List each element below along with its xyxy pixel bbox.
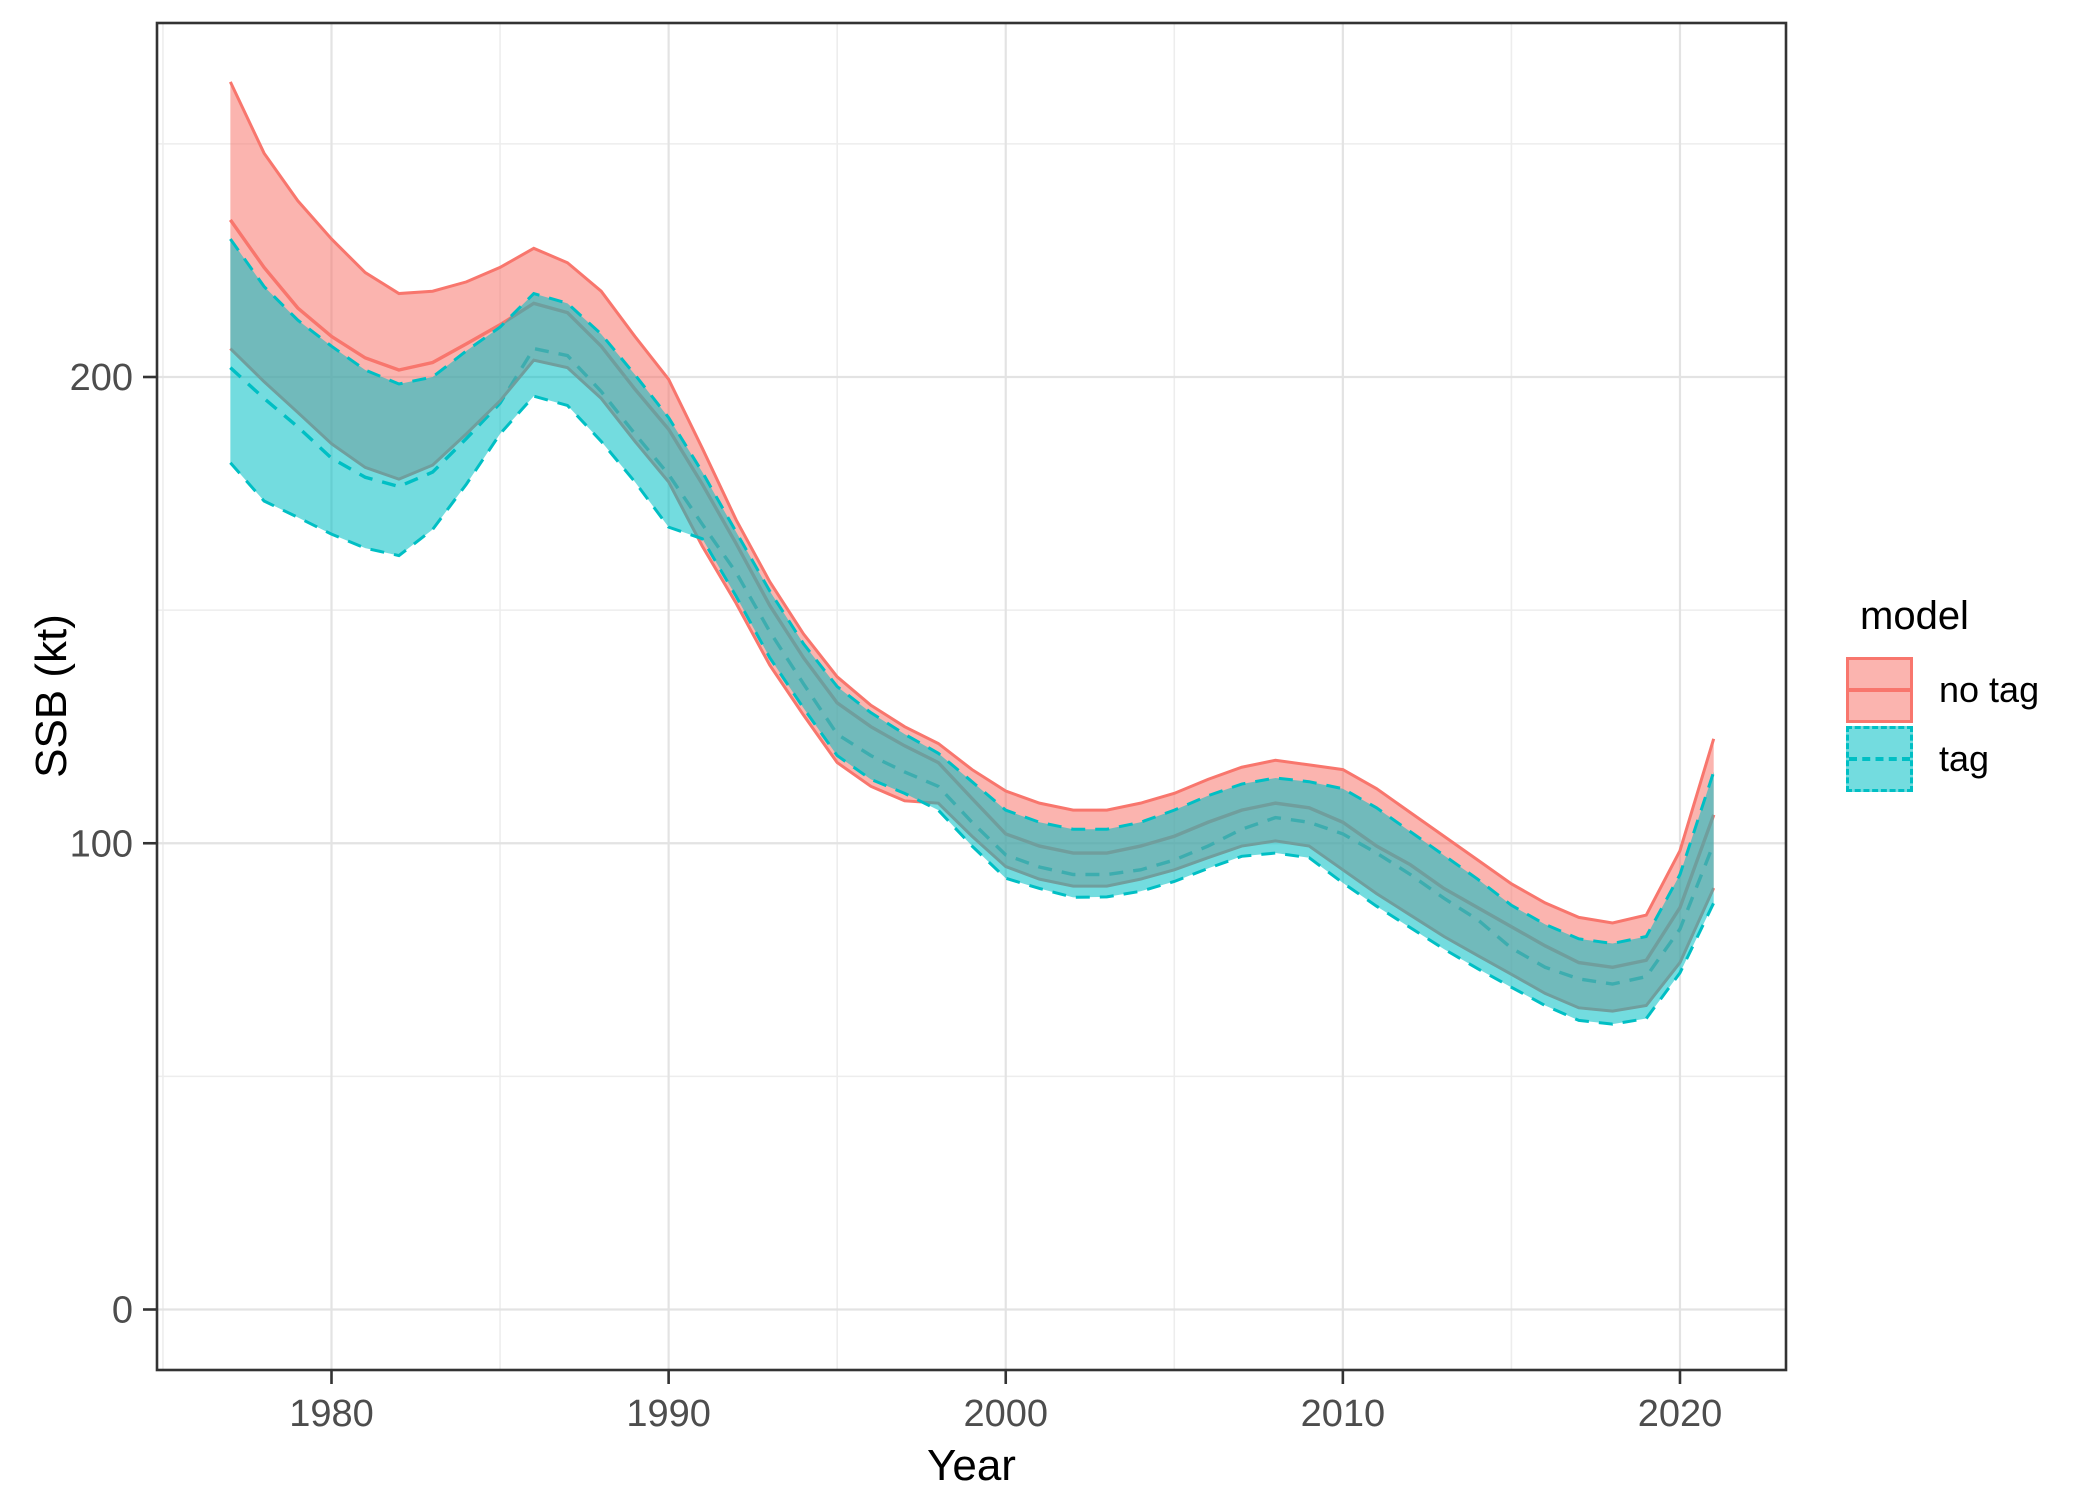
line-lower-tag [229, 394, 1716, 1026]
legend: model no tag tag [1846, 594, 2039, 795]
legend-keyline-dashed-icon [1849, 757, 1910, 761]
legend-item-tag: tag [1846, 726, 2039, 792]
legend-label-tag: tag [1939, 738, 1990, 779]
y-tick-label: 200 [70, 357, 133, 399]
x-tick-label: 2010 [1301, 1393, 1386, 1435]
panel-border [155, 21, 1788, 1372]
x-tick-label: 2020 [1638, 1393, 1723, 1435]
x-tick-label: 2000 [963, 1393, 1048, 1435]
legend-key-no-tag [1846, 657, 1913, 723]
x-tick-label: 1990 [626, 1393, 711, 1435]
panel-background [157, 23, 1786, 1370]
y-tick-label: 100 [70, 823, 133, 865]
legend-label-no-tag: no tag [1939, 669, 2040, 710]
legend-keyline-solid-icon [1849, 688, 1910, 692]
ribbon-no-tag [230, 81, 1714, 1012]
x-tick-label: 1980 [289, 1393, 374, 1435]
y-axis-title: SSB (kt) [27, 614, 76, 778]
y-tick-label: 0 [112, 1290, 133, 1332]
line-upper-tag [229, 238, 1716, 946]
x-axis-title: Year [927, 1441, 1016, 1490]
ribbon-tag [230, 238, 1714, 1025]
legend-key-tag [1846, 726, 1913, 792]
line-upper-no-tag [229, 81, 1716, 925]
legend-item-no-tag: no tag [1846, 657, 2039, 723]
legend-title: model [1860, 594, 1969, 638]
